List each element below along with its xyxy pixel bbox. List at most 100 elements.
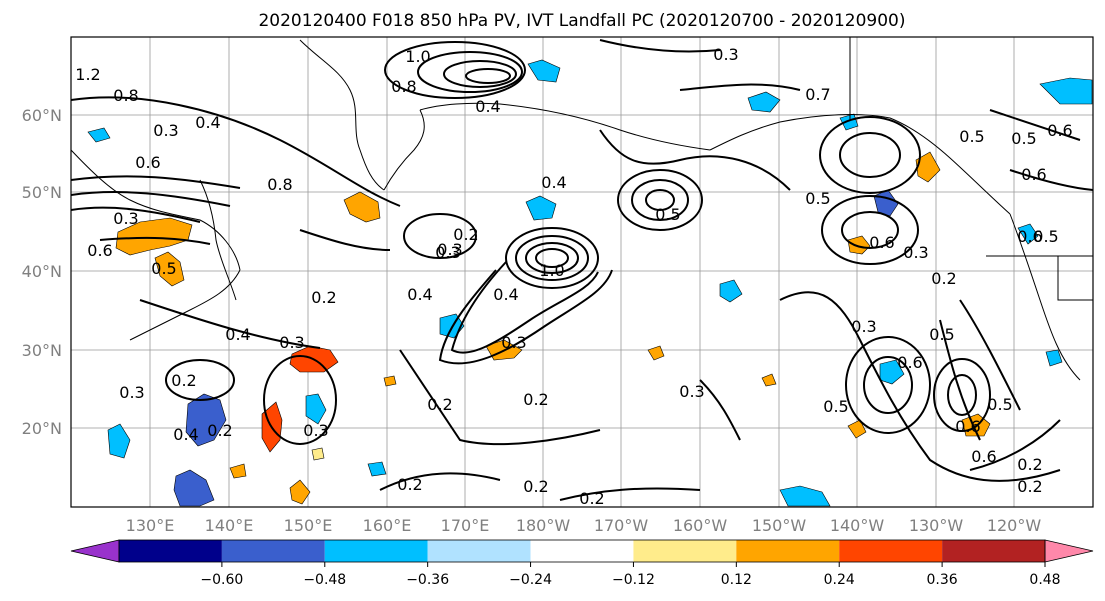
colorbar-tick-label: −0.36 <box>406 572 449 588</box>
contour-label: 0.6 <box>897 353 922 372</box>
colorbar-tick-label: −0.24 <box>509 572 552 588</box>
contour-label: 0.4 <box>195 113 220 132</box>
lon-tick-label: 130°W <box>909 516 964 535</box>
contour-label: 0.3 <box>113 209 138 228</box>
colorbar-tick-label: −0.60 <box>200 572 243 588</box>
lon-tick-label: 150°E <box>284 516 333 535</box>
colorbar-segment <box>736 540 840 562</box>
contour-label: 1.0 <box>539 261 564 280</box>
contour-label: 0.6 <box>87 241 112 260</box>
contour-label: 0.6 <box>971 447 996 466</box>
lon-tick-label: 170°W <box>594 516 649 535</box>
lon-tick-label: 150°W <box>752 516 807 535</box>
latitude-tick-labels: 60°N 50°N 40°N 30°N 20°N <box>22 106 62 438</box>
contour-label: 0.6 <box>1047 121 1072 140</box>
contour-label: 0.2 <box>523 390 548 409</box>
contour-label: 0.6 <box>1017 227 1042 246</box>
contour-label: 0.3 <box>903 243 928 262</box>
contour-label: 0.3 <box>713 45 738 64</box>
colorbar-segment <box>221 540 325 562</box>
contour-label: 0.6 <box>955 417 980 436</box>
longitude-tick-labels: 130°E 140°E 150°E 160°E 170°E 180°W 170°W 160°W… <box>126 516 1042 535</box>
contour-label: 0.3 <box>435 243 460 262</box>
lon-tick-label: 140°E <box>205 516 254 535</box>
lat-tick-label: 40°N <box>22 262 62 281</box>
plot-title: 2020120400 F018 850 hPa PV, IVT Landfall… <box>258 11 905 31</box>
colorbar-segment <box>530 540 634 562</box>
contour-label: 0.3 <box>851 317 876 336</box>
contour-label: 0.6 <box>1021 165 1046 184</box>
contour-label: 0.6 <box>869 233 894 252</box>
contour-label: 0.5 <box>929 325 954 344</box>
lon-tick-label: 130°E <box>126 516 175 535</box>
lat-tick-label: 50°N <box>22 183 62 202</box>
colorbar: −0.60 −0.48 −0.36 −0.24 −0.12 0.12 0.24 0.36 0.4… <box>70 539 1094 588</box>
colorbar-tick-label: 0.12 <box>721 572 752 588</box>
contour-label: 0.6 <box>135 153 160 172</box>
contour-label: 0.2 <box>207 421 232 440</box>
contour-label: 0.5 <box>1011 129 1036 148</box>
colorbar-extend-low <box>70 539 120 563</box>
contour-label: 0.4 <box>173 425 198 444</box>
colorbar-tick-label: 0.48 <box>1029 572 1060 588</box>
pv-shading <box>87 59 1093 507</box>
contour-label: 0.2 <box>397 475 422 494</box>
contour-labels: 1.20.81.00.60.3 0.40.30.60.80.50.80.40.20… <box>75 45 1072 508</box>
contour-label: 0.5 <box>805 189 830 208</box>
contour-label: 0.4 <box>407 285 432 304</box>
contour-label: 0.4 <box>493 285 518 304</box>
lon-tick-label: 140°W <box>830 516 885 535</box>
contour-label: 0.3 <box>119 383 144 402</box>
contour-label: 0.5 <box>959 127 984 146</box>
contour-label: 0.2 <box>1017 455 1042 474</box>
pv-contours <box>70 39 1094 501</box>
contour-label: 0.3 <box>303 421 328 440</box>
map-frame <box>70 36 1094 508</box>
colorbar-segment <box>633 540 737 562</box>
contour-label: 0.2 <box>523 477 548 496</box>
map-panel: 1.20.81.00.60.3 0.40.30.60.80.50.80.40.20… <box>70 36 1094 508</box>
colorbar-segment <box>324 540 428 562</box>
contour-label: 0.5 <box>987 395 1012 414</box>
lat-tick-label: 30°N <box>22 341 62 360</box>
contour-label: 0.3 <box>679 382 704 401</box>
colorbar-tick-label: 0.36 <box>927 572 958 588</box>
contour-label: 0.2 <box>579 489 604 508</box>
colorbar-segment <box>839 540 943 562</box>
colorbar-segment <box>119 540 222 562</box>
contour-label: 0.2 <box>931 269 956 288</box>
contour-label: 0.2 <box>1017 477 1042 496</box>
contour-label: 0.3 <box>437 240 462 259</box>
contour-label: 0.4 <box>475 97 500 116</box>
coastlines <box>70 37 1093 381</box>
colorbar-tick-label: 0.24 <box>824 572 855 588</box>
contour-label: 1.2 <box>75 65 100 84</box>
contour-label: 0.2 <box>427 395 452 414</box>
contour-label: 0.2 <box>311 288 336 307</box>
colorbar-segment <box>942 540 1045 562</box>
lat-tick-label: 60°N <box>22 106 62 125</box>
contour-label: 0.3 <box>279 333 304 352</box>
lon-tick-label: 120°W <box>987 516 1042 535</box>
contour-label: 0.2 <box>453 225 478 244</box>
lat-tick-label: 20°N <box>22 419 62 438</box>
contour-label: 0.8 <box>113 86 138 105</box>
colorbar-tick-label: −0.48 <box>303 572 346 588</box>
contour-label: 0.5 <box>1033 227 1058 246</box>
lon-tick-label: 160°W <box>673 516 728 535</box>
contour-label: 0.8 <box>267 175 292 194</box>
colorbar-segment <box>427 540 531 562</box>
colorbar-tick-label: −0.12 <box>612 572 655 588</box>
contour-label: 0.5 <box>655 205 680 224</box>
contour-label: 0.8 <box>391 77 416 96</box>
lon-tick-label: 160°E <box>363 516 412 535</box>
contour-label: 0.2 <box>171 371 196 390</box>
contour-label: 1.0 <box>405 47 430 66</box>
contour-label: 0.5 <box>823 397 848 416</box>
contour-label: 0.7 <box>805 85 830 104</box>
contour-label: 0.3 <box>501 333 526 352</box>
contour-label: 0.5 <box>151 259 176 278</box>
lon-tick-label: 180°W <box>516 516 571 535</box>
colorbar-extend-high <box>1044 539 1094 563</box>
